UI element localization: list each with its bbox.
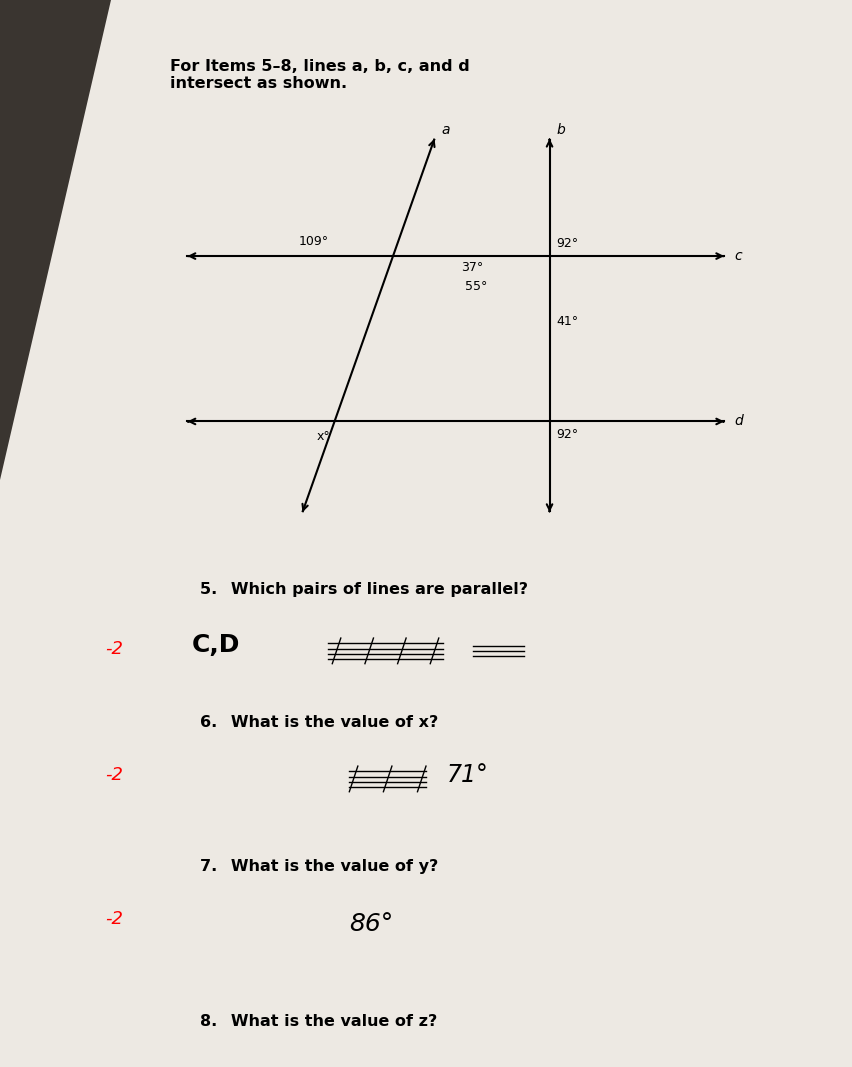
Text: 41°: 41° — [556, 315, 579, 329]
Text: C,D: C,D — [192, 633, 240, 656]
Text: -2: -2 — [106, 640, 124, 658]
Text: c: c — [734, 249, 742, 264]
Text: 92°: 92° — [556, 428, 579, 441]
Text: For Items 5–8, lines a, b, c, and d
intersect as shown.: For Items 5–8, lines a, b, c, and d inte… — [170, 59, 470, 91]
Text: 55°: 55° — [465, 280, 488, 292]
Text: 109°: 109° — [299, 235, 329, 248]
Text: 71°: 71° — [447, 763, 489, 786]
Text: b: b — [556, 123, 565, 137]
Text: -2: -2 — [106, 766, 124, 784]
Text: a: a — [441, 123, 450, 137]
Text: 92°: 92° — [556, 237, 579, 250]
Text: 37°: 37° — [461, 261, 483, 274]
Text: 5.  Which pairs of lines are parallel?: 5. Which pairs of lines are parallel? — [200, 582, 528, 596]
Text: 7.  What is the value of y?: 7. What is the value of y? — [200, 859, 439, 874]
Text: 8.  What is the value of z?: 8. What is the value of z? — [200, 1014, 437, 1029]
Text: 86°: 86° — [349, 912, 394, 936]
Text: d: d — [734, 414, 743, 429]
Text: x°: x° — [317, 430, 331, 443]
Text: 6.  What is the value of x?: 6. What is the value of x? — [200, 715, 439, 730]
Text: -2: -2 — [106, 910, 124, 928]
